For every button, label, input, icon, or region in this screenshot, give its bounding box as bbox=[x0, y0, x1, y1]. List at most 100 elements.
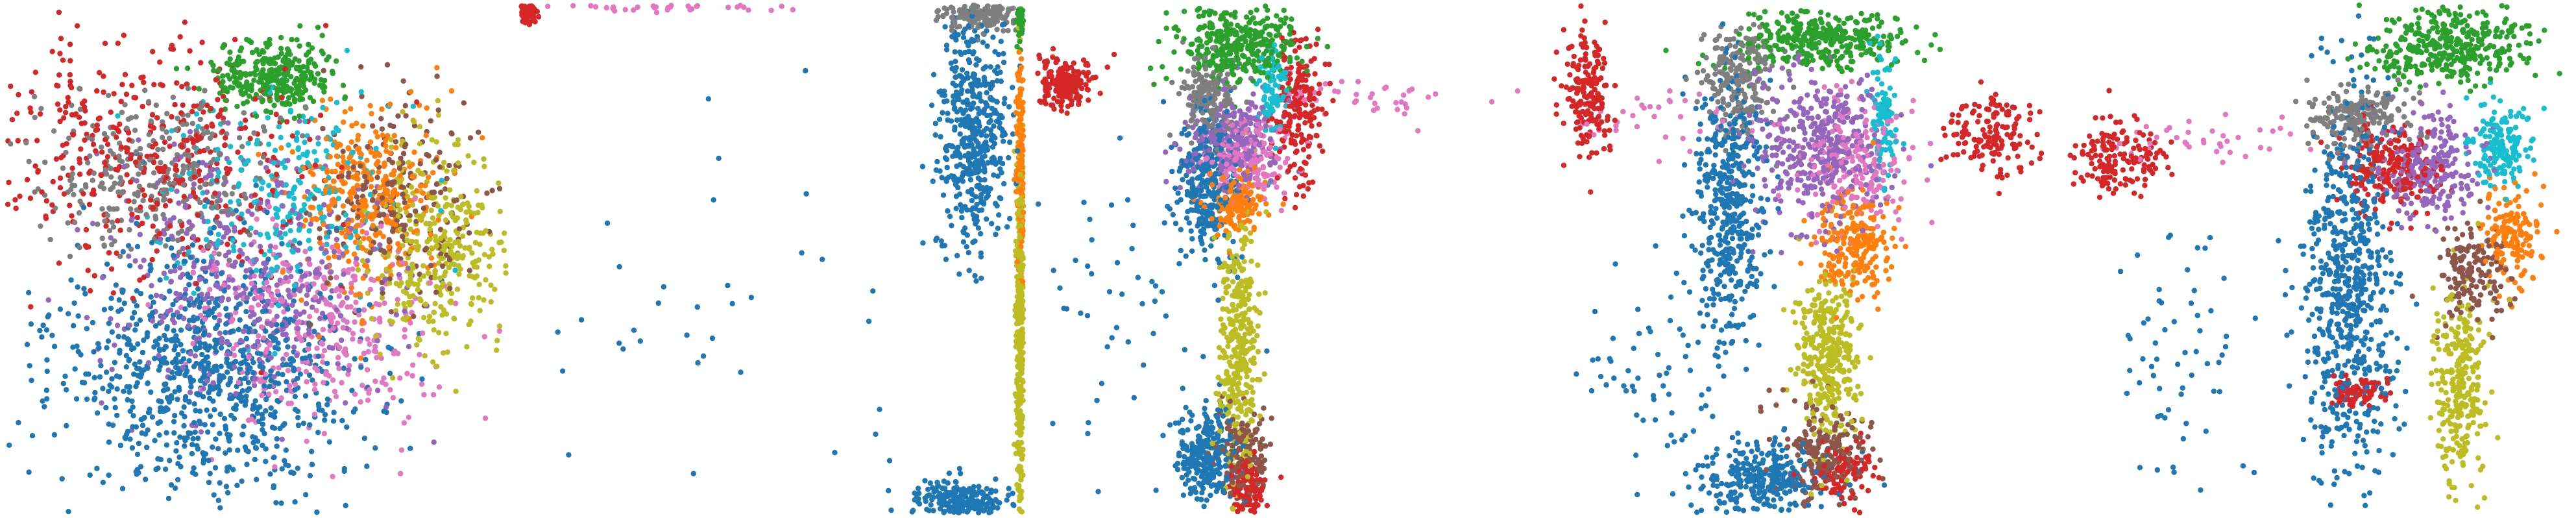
scatter-point bbox=[95, 221, 101, 227]
scatter-point bbox=[261, 383, 267, 389]
scatter-point bbox=[187, 48, 193, 54]
scatter-point bbox=[112, 396, 117, 402]
scatter-point bbox=[171, 347, 177, 352]
scatter-point bbox=[215, 68, 221, 73]
scatter-point bbox=[348, 139, 354, 145]
scatter-point bbox=[496, 240, 502, 245]
scatter-point bbox=[236, 135, 243, 141]
scatter-point bbox=[395, 213, 401, 219]
scatter-point bbox=[971, 49, 977, 55]
scatter-point bbox=[278, 51, 284, 56]
scatter-point bbox=[195, 436, 201, 441]
scatter-point bbox=[190, 270, 196, 276]
scatter-point bbox=[359, 318, 365, 324]
scatter-point bbox=[482, 415, 489, 421]
scatter-point bbox=[415, 167, 421, 173]
scatter-point bbox=[291, 238, 298, 243]
scatter-point bbox=[622, 6, 628, 12]
scatter-point bbox=[252, 192, 258, 198]
scatter-point bbox=[198, 60, 204, 66]
scatter-point bbox=[171, 180, 177, 186]
scatter-point bbox=[57, 185, 64, 191]
scatter-point bbox=[245, 158, 251, 164]
scatter-point bbox=[422, 182, 428, 189]
scatter-point bbox=[202, 265, 209, 271]
scatter-point bbox=[110, 422, 116, 428]
scatter-point bbox=[202, 341, 208, 347]
scatter-point bbox=[182, 443, 188, 449]
scatter-point bbox=[1007, 216, 1013, 222]
scatter-point bbox=[236, 379, 242, 386]
scatter-point bbox=[100, 386, 106, 391]
scatter-point bbox=[207, 286, 213, 293]
scatter-point bbox=[396, 166, 403, 171]
scatter-point bbox=[295, 326, 301, 332]
scatter-point bbox=[412, 195, 418, 202]
scatter-point bbox=[497, 208, 503, 214]
scatter-point bbox=[436, 384, 443, 390]
scatter-point bbox=[385, 181, 391, 187]
scatter-point bbox=[13, 205, 19, 212]
scatter-point bbox=[282, 231, 288, 237]
scatter-point bbox=[276, 71, 282, 77]
scatter-point bbox=[82, 291, 88, 297]
scatter-point bbox=[210, 167, 215, 173]
scatter-point bbox=[189, 108, 195, 115]
scatter-point bbox=[952, 105, 958, 111]
scatter-point bbox=[306, 49, 311, 55]
scatter-point bbox=[389, 228, 396, 234]
scatter-point bbox=[302, 217, 309, 223]
scatter-point bbox=[372, 445, 378, 451]
scatter-point bbox=[120, 249, 126, 254]
scatter-point bbox=[59, 476, 65, 482]
scatter-point bbox=[950, 80, 956, 86]
scatter-point bbox=[274, 282, 280, 288]
scatter-point bbox=[330, 70, 335, 77]
scatter-point bbox=[334, 307, 339, 313]
scatter-point bbox=[57, 306, 64, 312]
scatter-point bbox=[32, 69, 38, 75]
scatter-point bbox=[404, 371, 410, 376]
scatter-point bbox=[350, 330, 356, 336]
scatter-point bbox=[160, 359, 166, 365]
scatter-point bbox=[374, 134, 380, 140]
scatter-point bbox=[955, 184, 961, 191]
scatter-point bbox=[273, 254, 279, 260]
scatter-point bbox=[228, 143, 234, 149]
scatter-point bbox=[93, 148, 99, 154]
scatter-point bbox=[343, 244, 348, 250]
scatter-point bbox=[964, 244, 969, 250]
scatter-point bbox=[358, 89, 364, 95]
scatter-point bbox=[99, 400, 104, 406]
scatter-point bbox=[244, 256, 250, 262]
scatter-point bbox=[153, 292, 160, 299]
scatter-point bbox=[297, 240, 302, 246]
scatter-point bbox=[141, 192, 147, 199]
scatter-point bbox=[377, 242, 383, 248]
scatter-point bbox=[114, 206, 120, 212]
scatter-point bbox=[222, 88, 228, 93]
scatter-point bbox=[251, 70, 257, 76]
scatter-point bbox=[212, 337, 218, 343]
scatter-point bbox=[35, 169, 41, 175]
scatter-point bbox=[119, 486, 126, 491]
scatter-point bbox=[451, 167, 457, 174]
scatter-point bbox=[948, 60, 954, 66]
scatter-point bbox=[312, 270, 319, 276]
scatter-point bbox=[344, 47, 350, 54]
scatter-point bbox=[287, 228, 293, 234]
scatter-point bbox=[973, 278, 979, 284]
scatter-point bbox=[73, 396, 80, 402]
scatter-point bbox=[398, 155, 404, 162]
scatter-point bbox=[320, 166, 326, 171]
scatter-point bbox=[420, 315, 427, 321]
scatter-point bbox=[106, 388, 112, 394]
scatter-point bbox=[273, 389, 279, 395]
scatter-point bbox=[954, 253, 960, 258]
scatter-point bbox=[267, 98, 273, 104]
scatter-point bbox=[178, 410, 185, 416]
scatter-point bbox=[125, 428, 131, 435]
scatter-point bbox=[620, 346, 626, 352]
scatter-point bbox=[240, 101, 247, 106]
